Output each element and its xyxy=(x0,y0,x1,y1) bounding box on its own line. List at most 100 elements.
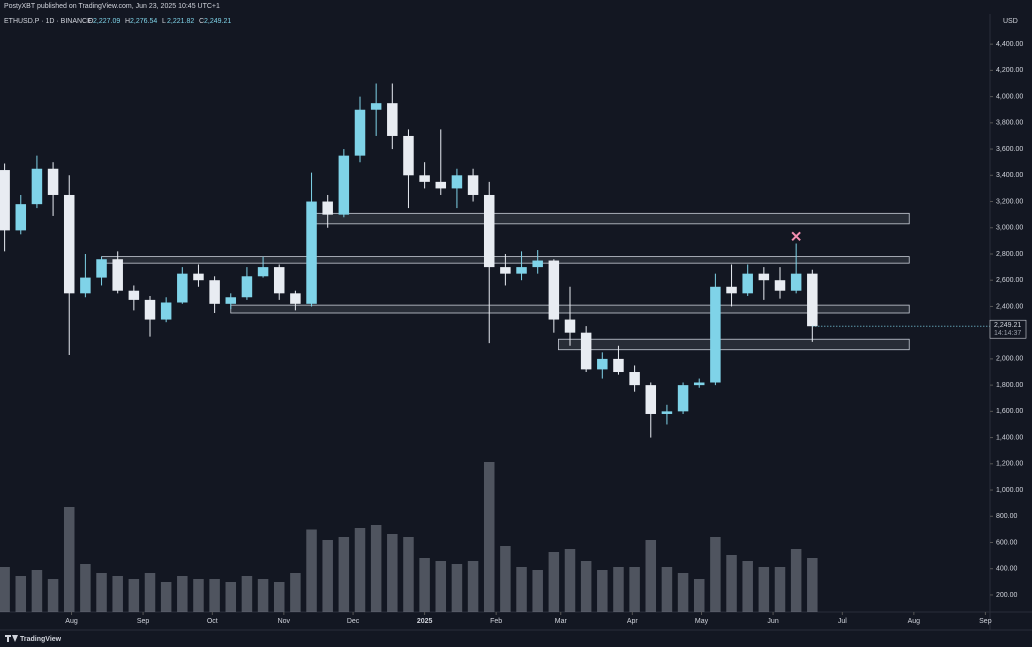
candle-body xyxy=(387,103,398,136)
volume-bar xyxy=(225,582,237,612)
volume-bar xyxy=(257,579,269,612)
candle-body xyxy=(435,181,447,189)
volume-bar xyxy=(451,564,463,612)
ohlc-value: 2,249.21 xyxy=(204,18,231,25)
x-tick-label: Sep xyxy=(979,618,992,625)
candle-body xyxy=(322,201,333,215)
y-tick-label: 1,400.00 xyxy=(996,434,1023,441)
candle-body xyxy=(31,168,43,205)
volume-bar xyxy=(597,570,608,612)
candle-body xyxy=(661,411,673,414)
candle-body xyxy=(677,385,689,412)
zone xyxy=(558,338,910,351)
volume-bar xyxy=(354,528,366,612)
ohlc-key: C xyxy=(199,18,204,25)
volume-bar xyxy=(96,573,107,612)
volume-bar xyxy=(661,567,673,612)
candle-body xyxy=(758,273,770,281)
candle-body xyxy=(790,273,802,291)
volume-bar xyxy=(15,576,27,612)
logo-icon xyxy=(5,635,18,642)
volume-bar xyxy=(241,576,253,612)
volume-bar xyxy=(516,567,527,612)
candle-body xyxy=(483,194,495,268)
last-price-tag xyxy=(989,319,1027,339)
zone xyxy=(313,212,910,225)
y-tick-label: 3,200.00 xyxy=(996,198,1023,205)
y-tick-label: 1,600.00 xyxy=(996,408,1023,415)
y-tick-label: 800.00 xyxy=(996,513,1018,520)
last-price-label: 2,249.21 xyxy=(994,322,1021,329)
x-tick-label: May xyxy=(695,618,709,625)
countdown: 14:14:37 xyxy=(994,330,1021,337)
ohlc-value: 2,227.09 xyxy=(93,18,120,25)
y-tick-label: 1,800.00 xyxy=(996,382,1023,389)
volume-bar xyxy=(774,567,786,612)
candle-body xyxy=(693,382,705,386)
x-tick-label: Aug xyxy=(65,618,78,625)
x-tick-label: Jul xyxy=(838,618,847,625)
volume-bar xyxy=(564,549,576,612)
candle-body xyxy=(15,204,27,231)
y-tick-label: 4,400.00 xyxy=(996,41,1023,48)
candle-body xyxy=(564,319,576,333)
candle-body xyxy=(177,273,188,303)
candle-body xyxy=(273,267,285,294)
volume-bar xyxy=(0,567,10,612)
volume-bar xyxy=(435,561,447,612)
candle-body xyxy=(548,260,560,320)
volume-bar xyxy=(532,570,543,612)
candle-body xyxy=(613,358,624,373)
ohlc-key: L xyxy=(162,18,166,25)
volume-bar xyxy=(419,558,430,612)
marker xyxy=(791,231,801,241)
candle-body xyxy=(193,273,204,281)
y-tick-label: 1,000.00 xyxy=(996,487,1023,494)
candle-body xyxy=(128,290,140,300)
publisher: PostyXBT published on TradingView.com, J… xyxy=(4,3,220,10)
ohlc-value: 2,221.82 xyxy=(167,18,194,25)
candle-body xyxy=(47,168,59,195)
volume-bar xyxy=(144,573,156,612)
candle-body xyxy=(209,280,220,304)
x-tick-label: Oct xyxy=(207,618,218,625)
volume-bar xyxy=(742,561,753,612)
x-tick-label: Apr xyxy=(627,618,639,625)
candle-body xyxy=(225,297,237,304)
volume-bar xyxy=(403,537,414,612)
candle-body xyxy=(807,273,818,327)
candle-body xyxy=(112,259,123,291)
volume-bar xyxy=(80,564,91,612)
candle-body xyxy=(742,273,753,294)
candle-body xyxy=(467,175,479,195)
volume-bar xyxy=(677,573,689,612)
x-tick-label: Aug xyxy=(908,618,921,625)
ohlc-key: O xyxy=(88,18,94,25)
volume-bar xyxy=(63,507,75,612)
candle-body xyxy=(354,109,366,156)
y-tick-label: 4,200.00 xyxy=(996,67,1023,74)
volume-bar xyxy=(790,549,802,612)
volume-bar xyxy=(160,582,172,612)
candle-body xyxy=(80,277,91,294)
candle-body xyxy=(726,286,737,294)
x-tick-label: Mar xyxy=(555,618,568,625)
candle-body xyxy=(290,293,301,304)
volume-bar xyxy=(580,561,592,612)
y-tick-label: 3,000.00 xyxy=(996,225,1023,232)
x-tick-label: 2025 xyxy=(417,618,433,625)
y-tick-label: 3,400.00 xyxy=(996,172,1023,179)
candle-body xyxy=(96,259,107,278)
candle-body xyxy=(710,286,721,383)
candle-body xyxy=(451,175,463,189)
y-tick-label: 400.00 xyxy=(996,566,1018,573)
candle-body xyxy=(532,260,543,268)
volume-bar xyxy=(112,576,123,612)
volume-bar xyxy=(31,570,43,612)
volume-bar xyxy=(629,567,640,612)
y-tick-label: 1,200.00 xyxy=(996,461,1023,468)
candle-body xyxy=(241,276,253,298)
volume-bar xyxy=(338,537,350,612)
